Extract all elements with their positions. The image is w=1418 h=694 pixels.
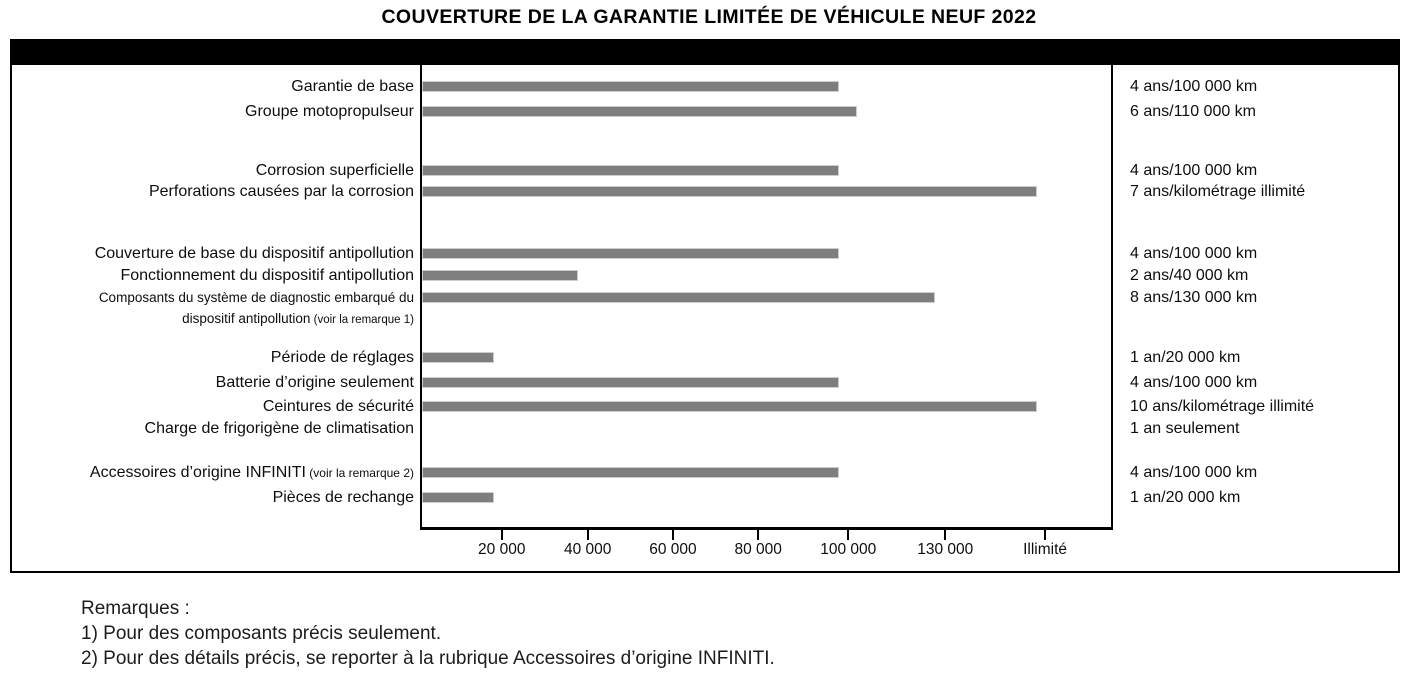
axis-tick bbox=[500, 530, 503, 540]
coverage-duration-label: 4 ans/100 000 km bbox=[1130, 244, 1258, 262]
notes-title: Remarques : bbox=[81, 598, 190, 619]
plot-area bbox=[420, 65, 1113, 530]
row-label-text: Garantie de base bbox=[291, 77, 414, 95]
coverage-duration-label: 1 an seulement bbox=[1130, 419, 1240, 437]
row-label-text: Ceintures de sécurité bbox=[262, 397, 414, 415]
coverage-duration-label: 7 ans/kilométrage illimité bbox=[1130, 182, 1306, 200]
row-label: Corrosion superficielle bbox=[10, 160, 414, 181]
chart-title: COUVERTURE DE LA GARANTIE LIMITÉE DE VÉH… bbox=[381, 6, 1037, 28]
coverage-duration-label: 10 ans/kilométrage illimité bbox=[1130, 397, 1315, 415]
coverage-duration-label: 1 an/20 000 km bbox=[1130, 488, 1241, 506]
row-label-text: Couverture de base du dispositif antipol… bbox=[94, 244, 414, 262]
axis-tick-label: 20 000 bbox=[478, 541, 526, 558]
axis-tick-label: 80 000 bbox=[734, 541, 782, 558]
axis-tick-label: 100 000 bbox=[820, 541, 877, 558]
coverage-bar bbox=[422, 164, 840, 176]
axis-tick-label: 40 000 bbox=[563, 541, 612, 558]
row-label-note: (voir la remarque 2) bbox=[305, 465, 414, 480]
axis-tick bbox=[757, 530, 760, 540]
row-label: Période de réglages bbox=[10, 347, 414, 368]
row-label-text: Charge de frigorigène de climatisation bbox=[144, 419, 414, 437]
row-label: Ceintures de sécurité bbox=[10, 396, 414, 417]
coverage-duration-label: 4 ans/100 000 km bbox=[1130, 463, 1258, 481]
axis-tick-label: 60 000 bbox=[649, 541, 697, 558]
axis-tick bbox=[847, 530, 850, 540]
coverage-duration-label: 4 ans/100 000 km bbox=[1130, 373, 1258, 391]
note-2: 2) Pour des détails précis, se reporter … bbox=[81, 648, 775, 669]
row-label-text: Fonctionnement du dispositif antipolluti… bbox=[120, 266, 414, 284]
coverage-bar bbox=[422, 466, 840, 478]
chart-frame bbox=[10, 39, 1400, 573]
note-1: 1) Pour des composants précis seulement. bbox=[81, 623, 442, 644]
axis-tick bbox=[1044, 530, 1047, 540]
coverage-duration-label: 6 ans/110 000 km bbox=[1130, 102, 1257, 120]
axis-tick bbox=[944, 530, 947, 540]
row-label: Accessoires d’origine INFINITI (voir la … bbox=[10, 462, 414, 484]
header-band bbox=[12, 41, 1398, 65]
row-label-text: Accessoires d’origine INFINITI bbox=[89, 463, 306, 481]
row-label-text: Batterie d’origine seulement bbox=[215, 373, 414, 391]
row-label-text: dispositif antipollution bbox=[182, 310, 311, 326]
axis-tick bbox=[586, 530, 589, 540]
notes-block: Remarques : 1) Pour des composants préci… bbox=[81, 596, 775, 671]
coverage-duration-label: 4 ans/100 000 km bbox=[1130, 161, 1258, 179]
row-label: Fonctionnement du dispositif antipolluti… bbox=[10, 265, 414, 286]
row-label: Composants du système de diagnostic emba… bbox=[10, 287, 414, 331]
axis-tick bbox=[671, 530, 674, 540]
coverage-bar bbox=[422, 400, 1037, 412]
row-label: Charge de frigorigène de climatisation bbox=[10, 418, 414, 439]
coverage-bar bbox=[422, 376, 840, 388]
row-label-text: Période de réglages bbox=[270, 348, 414, 366]
axis-tick-label: 130 000 bbox=[917, 541, 974, 558]
coverage-bar bbox=[422, 185, 1037, 197]
coverage-duration-label: 2 ans/40 000 km bbox=[1130, 266, 1249, 284]
row-label-text: Groupe motopropulseur bbox=[245, 102, 414, 120]
coverage-bar bbox=[422, 291, 935, 303]
row-label: Pièces de rechange bbox=[10, 487, 414, 508]
coverage-duration-label: 4 ans/100 000 km bbox=[1130, 77, 1258, 95]
coverage-bar bbox=[422, 105, 858, 117]
row-label: Batterie d’origine seulement bbox=[10, 372, 414, 393]
row-label: Couverture de base du dispositif antipol… bbox=[10, 243, 414, 264]
axis-tick-label: Illimité bbox=[1023, 541, 1068, 558]
row-label-text: Perforations causées par la corrosion bbox=[148, 182, 414, 200]
coverage-bar bbox=[422, 80, 840, 92]
coverage-duration-label: 1 an/20 000 km bbox=[1130, 348, 1241, 366]
coverage-duration-label: 8 ans/130 000 km bbox=[1130, 288, 1258, 306]
row-label: Garantie de base bbox=[10, 76, 414, 97]
coverage-bar bbox=[422, 247, 840, 259]
coverage-bar bbox=[422, 491, 495, 503]
row-label-text: Pièces de rechange bbox=[272, 488, 414, 506]
row-label: Groupe motopropulseur bbox=[10, 101, 414, 122]
row-label-text: Corrosion superficielle bbox=[255, 161, 414, 179]
coverage-bar bbox=[422, 351, 495, 363]
row-label-text: Composants du système de diagnostic emba… bbox=[98, 289, 414, 305]
row-label: Perforations causées par la corrosion bbox=[10, 181, 414, 202]
row-label-note: (voir la remarque 1) bbox=[310, 313, 414, 326]
coverage-bar bbox=[422, 269, 578, 281]
